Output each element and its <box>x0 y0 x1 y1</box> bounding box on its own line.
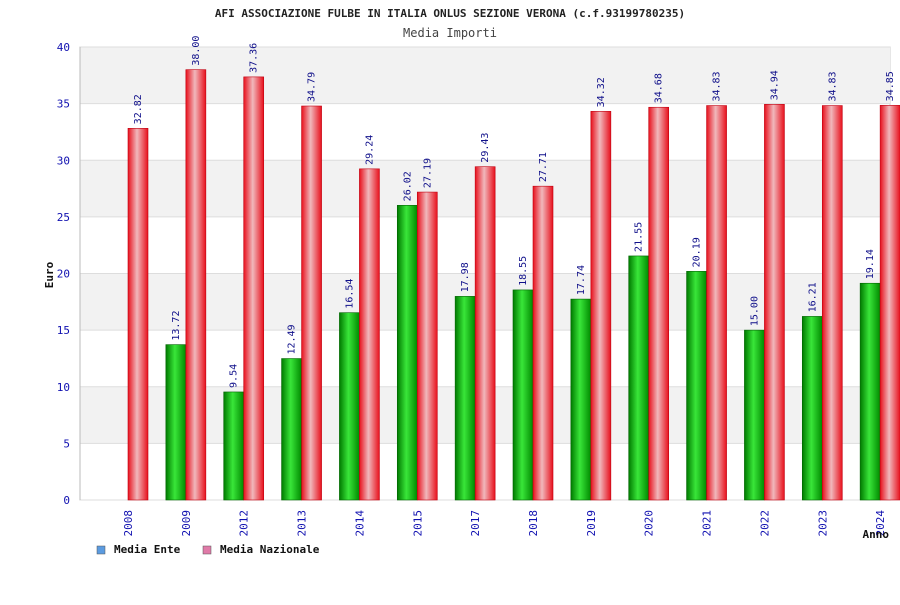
x-tick-label: 2020 <box>643 510 656 537</box>
data-label: 20.19 <box>692 237 703 267</box>
legend-label: Media Ente <box>114 543 181 556</box>
bar-media-nazionale-2008 <box>127 128 149 501</box>
bar-media-ente-2024 <box>859 282 881 501</box>
data-label: 27.19 <box>422 158 433 188</box>
plot-band <box>80 47 890 104</box>
data-label: 16.21 <box>807 282 818 312</box>
data-label: 13.72 <box>171 311 182 341</box>
y-tick-label: 5 <box>63 437 70 450</box>
x-tick-label: 2008 <box>122 510 135 537</box>
bar-media-nazionale-2018 <box>532 185 554 501</box>
legend-label: Media Nazionale <box>220 543 320 556</box>
bar-media-ente-2009 <box>165 344 187 501</box>
data-label: 16.54 <box>344 279 355 309</box>
data-label: 34.79 <box>307 72 318 102</box>
x-tick-label: 2023 <box>816 510 829 537</box>
bar-media-ente-2019 <box>570 298 592 501</box>
bar-media-nazionale-2023 <box>821 105 843 501</box>
bar-media-ente-2012 <box>223 391 245 501</box>
data-label: 34.83 <box>827 71 838 101</box>
x-tick-label: 2018 <box>527 510 540 537</box>
chart-title: AFI ASSOCIAZIONE FULBE IN ITALIA ONLUS S… <box>215 7 685 20</box>
data-label: 32.82 <box>133 94 144 124</box>
bar-media-nazionale-2021 <box>706 105 727 501</box>
data-label: 34.83 <box>712 71 723 101</box>
data-label: 34.32 <box>596 77 607 107</box>
legend-swatch <box>202 545 212 555</box>
bar-media-nazionale-2015 <box>416 191 438 501</box>
bar-media-nazionale-2014 <box>359 168 380 501</box>
bar-media-nazionale-2012 <box>243 76 265 501</box>
y-tick-label: 20 <box>57 268 70 281</box>
bar-media-nazionale-2013 <box>301 105 322 501</box>
y-tick-label: 35 <box>57 98 70 111</box>
data-label: 37.36 <box>249 43 260 73</box>
bars <box>127 69 900 501</box>
y-tick-label: 0 <box>63 494 70 507</box>
data-label: 34.85 <box>885 71 896 101</box>
y-tick-label: 15 <box>57 324 70 337</box>
data-label: 21.55 <box>634 222 645 252</box>
data-label: 38.00 <box>191 36 202 66</box>
bar-media-ente-2015 <box>396 205 418 501</box>
bar-media-ente-2020 <box>628 255 650 501</box>
chart-subtitle: Media Importi <box>403 26 497 40</box>
data-label: 9.54 <box>229 364 240 388</box>
data-label: 34.68 <box>654 73 665 103</box>
data-label: 15.00 <box>749 296 760 326</box>
x-tick-label: 2012 <box>238 510 251 537</box>
bar-media-nazionale-2009 <box>185 69 207 501</box>
x-tick-label: 2013 <box>296 510 309 537</box>
data-label: 27.71 <box>538 152 549 182</box>
data-label: 18.55 <box>518 256 529 286</box>
y-tick-label: 10 <box>57 381 70 394</box>
data-label: 17.74 <box>576 265 587 295</box>
bar-media-nazionale-2019 <box>590 111 612 501</box>
data-label: 12.49 <box>287 324 298 354</box>
bar-media-nazionale-2022 <box>764 104 785 501</box>
data-label: 26.02 <box>402 171 413 201</box>
x-tick-label: 2019 <box>585 510 598 537</box>
x-tick-label: 2024 <box>874 510 887 537</box>
bar-media-ente-2014 <box>339 312 360 501</box>
x-tick-label: 2014 <box>353 510 366 537</box>
data-label: 19.14 <box>865 249 876 279</box>
bar-media-nazionale-2017 <box>474 166 496 501</box>
y-tick-label: 25 <box>57 211 70 224</box>
data-label: 34.94 <box>769 70 780 100</box>
data-label: 17.98 <box>460 262 471 292</box>
y-axis-label: Euro <box>43 261 56 288</box>
bar-media-ente-2021 <box>686 271 707 501</box>
bar-media-ente-2022 <box>744 329 765 501</box>
x-axis-label: Anno <box>863 528 890 541</box>
data-label: 29.43 <box>480 133 491 163</box>
x-tick-label: 2021 <box>701 510 714 537</box>
x-tick-label: 2022 <box>758 510 771 537</box>
legend: Media Ente Media Nazionale <box>96 543 320 556</box>
bar-media-nazionale-2024 <box>879 105 900 501</box>
bar-media-nazionale-2020 <box>648 106 670 501</box>
x-axis-ticks: 2008 2009 2012 2013 2014 2015 2017 2018 2019 2020… <box>122 510 887 537</box>
bar-media-ente-2023 <box>801 316 823 501</box>
data-labels: 13.72 9.54 12.49 16.54 26.02 17.98 18.55 17.74 2… <box>133 36 896 388</box>
y-tick-label: 30 <box>57 154 70 167</box>
bar-media-ente-2017 <box>454 296 476 501</box>
x-tick-label: 2015 <box>411 510 424 537</box>
x-tick-label: 2017 <box>469 510 482 537</box>
x-tick-label: 2009 <box>180 510 193 537</box>
bar-media-ente-2018 <box>512 289 534 501</box>
legend-swatch <box>96 545 106 555</box>
y-axis-ticks: 0 5 10 15 20 25 30 35 40 <box>57 41 70 507</box>
data-label: 29.24 <box>364 135 375 165</box>
y-tick-label: 40 <box>57 41 70 54</box>
bar-media-ente-2013 <box>281 358 302 501</box>
